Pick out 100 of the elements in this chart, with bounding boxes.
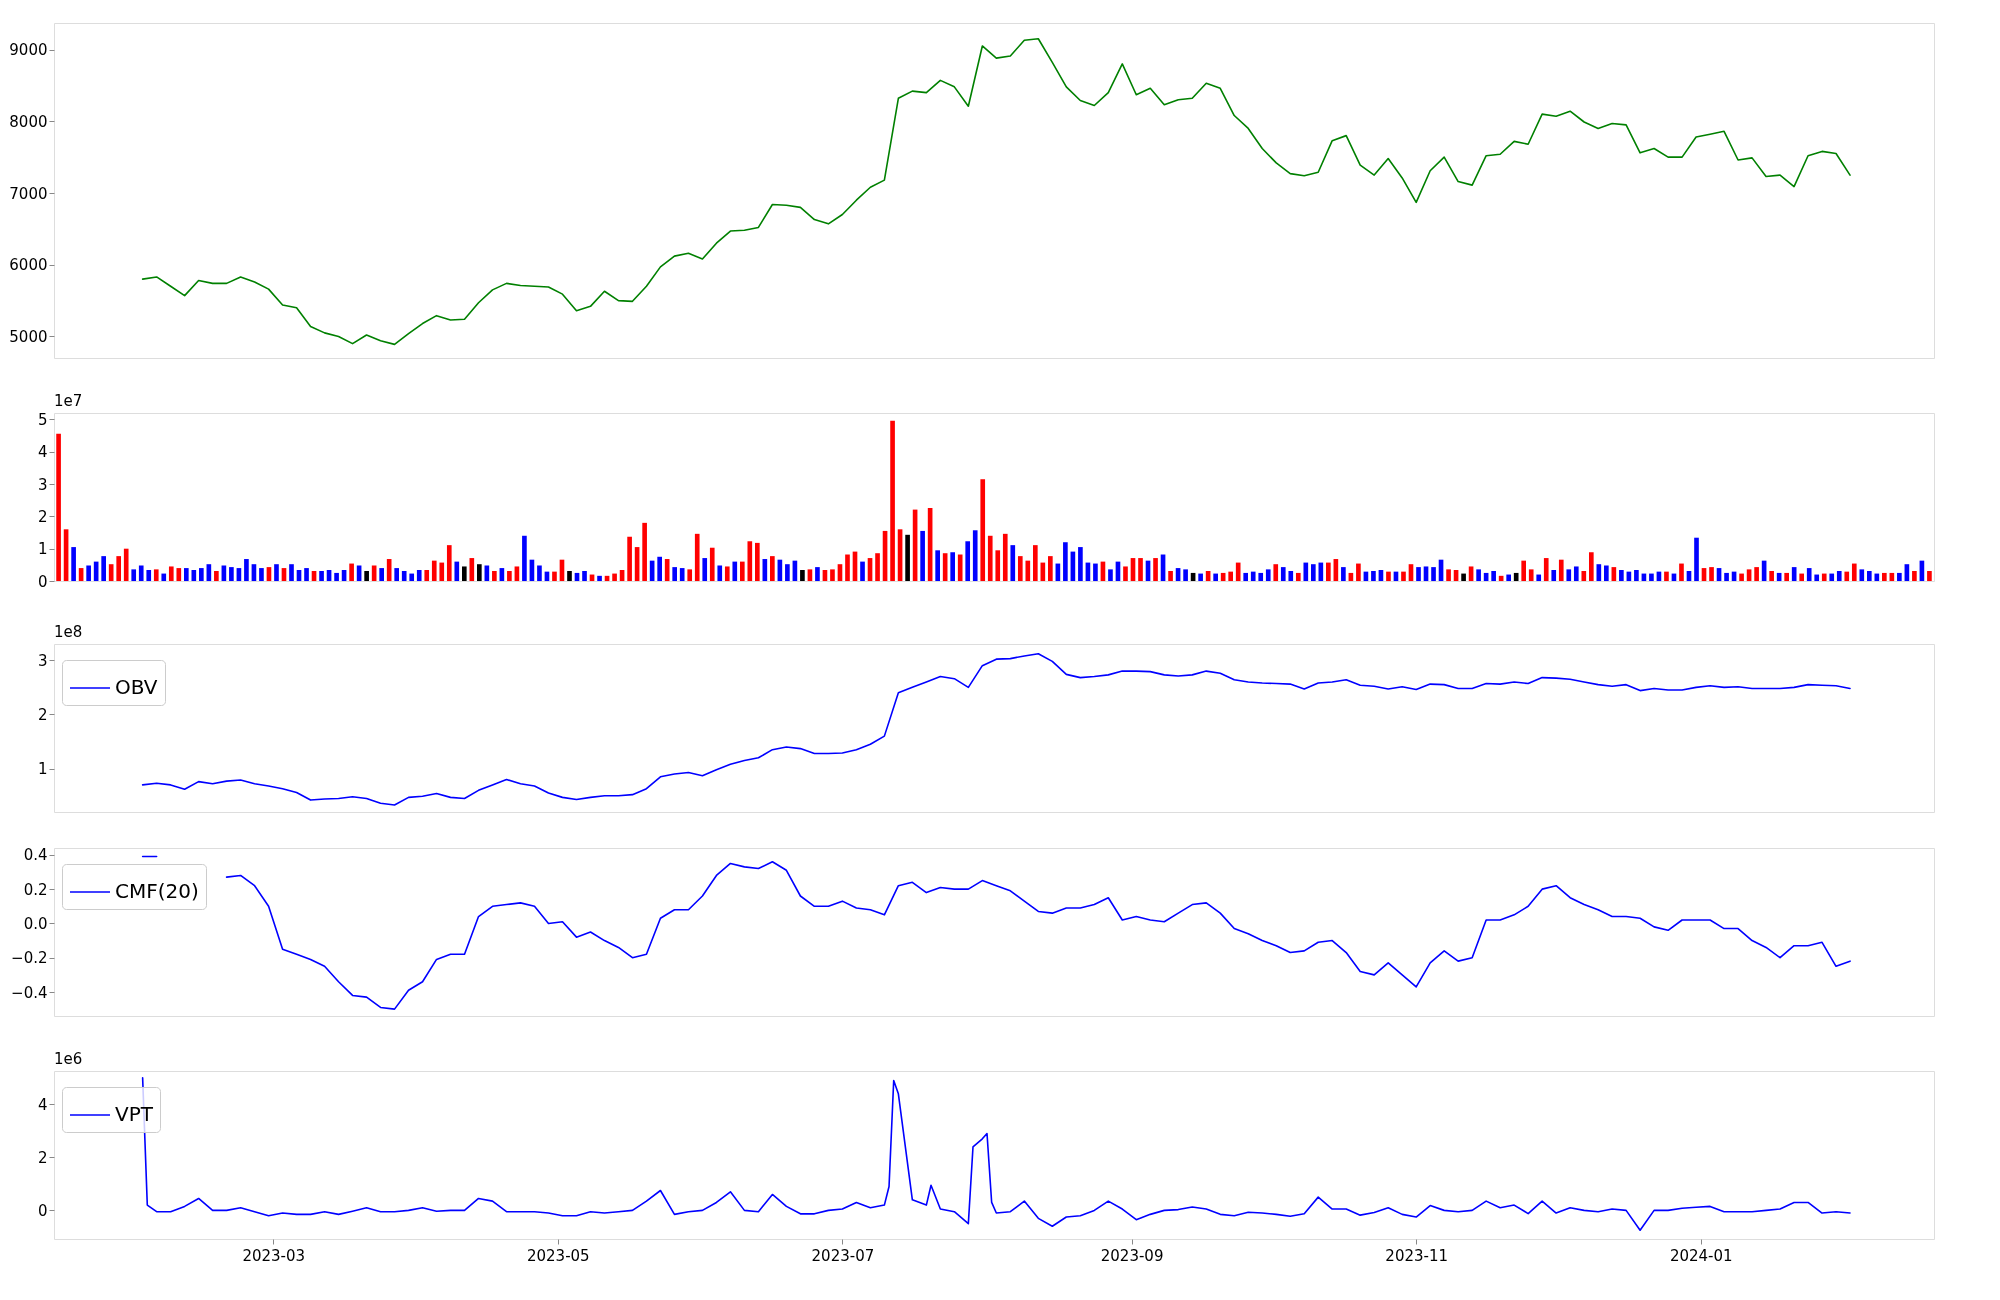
- y-tick-label: 0.0: [23, 914, 48, 933]
- bar: [454, 561, 460, 581]
- bar: [1153, 558, 1158, 581]
- bar: [739, 561, 745, 581]
- bar: [627, 536, 632, 581]
- bar: [1573, 566, 1579, 581]
- bar: [1183, 569, 1188, 581]
- bar: [1341, 567, 1346, 581]
- bar: [146, 570, 152, 581]
- bar: [717, 565, 723, 581]
- bar: [972, 530, 978, 581]
- bar: [1386, 571, 1391, 581]
- bar: [860, 561, 865, 581]
- y-tick-label: −0.2: [11, 949, 48, 968]
- bar: [394, 568, 400, 581]
- bar: [1476, 569, 1481, 581]
- x-tick-label: 2023-05: [526, 1246, 590, 1265]
- bar: [1619, 570, 1624, 581]
- y-tick-label: 7000: [9, 184, 48, 203]
- bar: [1851, 563, 1857, 581]
- x-tick-label: 2023-11: [1385, 1246, 1449, 1265]
- bar: [1295, 572, 1301, 581]
- bar: [1063, 542, 1068, 581]
- y-tick-label: 0: [37, 572, 48, 591]
- bar: [1416, 567, 1421, 581]
- bar: [1551, 570, 1557, 581]
- bar: [153, 569, 159, 581]
- bar: [349, 563, 354, 581]
- bar: [1664, 571, 1669, 581]
- bar: [1265, 569, 1271, 581]
- bar: [1897, 572, 1902, 581]
- bar: [687, 569, 693, 581]
- bar: [1048, 556, 1053, 581]
- bar: [424, 570, 430, 581]
- bar: [567, 570, 572, 581]
- bar: [507, 570, 512, 581]
- bar: [1446, 569, 1451, 581]
- bar: [845, 554, 850, 581]
- bar: [116, 556, 122, 581]
- bar: [1258, 572, 1264, 581]
- bar: [1769, 570, 1774, 581]
- bar: [229, 567, 234, 581]
- bar: [1093, 563, 1098, 581]
- bar: [522, 535, 527, 581]
- y-tick-label: 4: [37, 1095, 48, 1114]
- bar: [1844, 571, 1850, 581]
- bar: [1431, 567, 1436, 581]
- bar: [386, 559, 392, 581]
- bar: [1371, 570, 1376, 581]
- bar: [935, 550, 940, 581]
- bar: [1025, 560, 1031, 581]
- x-tick-label: 2024-01: [1669, 1246, 1733, 1265]
- bar: [612, 573, 617, 581]
- y-tick-label: −0.4: [11, 983, 48, 1002]
- bar: [1235, 562, 1241, 581]
- bar: [770, 556, 775, 581]
- y-tick-label: 0.4: [23, 846, 48, 865]
- bar: [732, 561, 738, 581]
- bar: [71, 547, 76, 581]
- bar: [785, 564, 790, 581]
- bar: [86, 565, 91, 581]
- bar: [401, 570, 407, 581]
- bar: [409, 573, 415, 581]
- bar: [379, 568, 384, 581]
- bar: [259, 568, 264, 581]
- bar: [1866, 570, 1872, 581]
- y-tick-label: 2: [37, 705, 48, 724]
- bar: [1002, 533, 1008, 581]
- bar: [1536, 574, 1542, 581]
- x-tick-label: 2023-07: [811, 1246, 875, 1265]
- bar: [431, 560, 437, 581]
- bar: [980, 479, 986, 581]
- bar: [1581, 570, 1587, 581]
- bar: [214, 570, 219, 581]
- bar: [1213, 573, 1218, 581]
- legend-label: CMF(20): [115, 879, 199, 903]
- bar: [1836, 570, 1842, 581]
- legend-label: VPT: [115, 1102, 154, 1126]
- bar: [1814, 574, 1820, 581]
- bar: [890, 420, 895, 581]
- bar: [1506, 574, 1511, 581]
- bar: [1513, 572, 1519, 581]
- bar: [950, 552, 956, 581]
- bar: [965, 541, 971, 581]
- bar: [1634, 570, 1639, 581]
- bar: [1017, 556, 1023, 581]
- bar: [289, 564, 294, 581]
- bar: [1310, 564, 1316, 581]
- bar: [1709, 567, 1714, 581]
- bar: [492, 570, 497, 581]
- bar: [274, 564, 279, 581]
- bar: [920, 530, 925, 581]
- y-tick-label: 0.2: [23, 880, 48, 899]
- y-tick-label: 5000: [9, 327, 48, 346]
- bar: [199, 568, 204, 581]
- bar: [101, 556, 106, 581]
- bar: [1724, 572, 1729, 581]
- bar: [1356, 563, 1361, 581]
- bar: [1108, 569, 1113, 581]
- bar: [957, 554, 963, 581]
